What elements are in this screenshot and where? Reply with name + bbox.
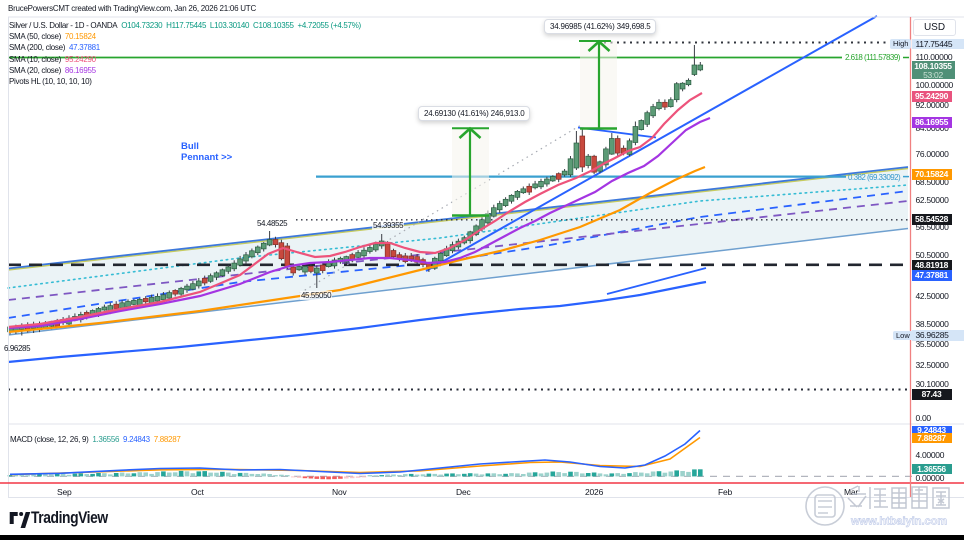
svg-text:www.htbaiyin.com: www.htbaiyin.com: [850, 516, 947, 528]
